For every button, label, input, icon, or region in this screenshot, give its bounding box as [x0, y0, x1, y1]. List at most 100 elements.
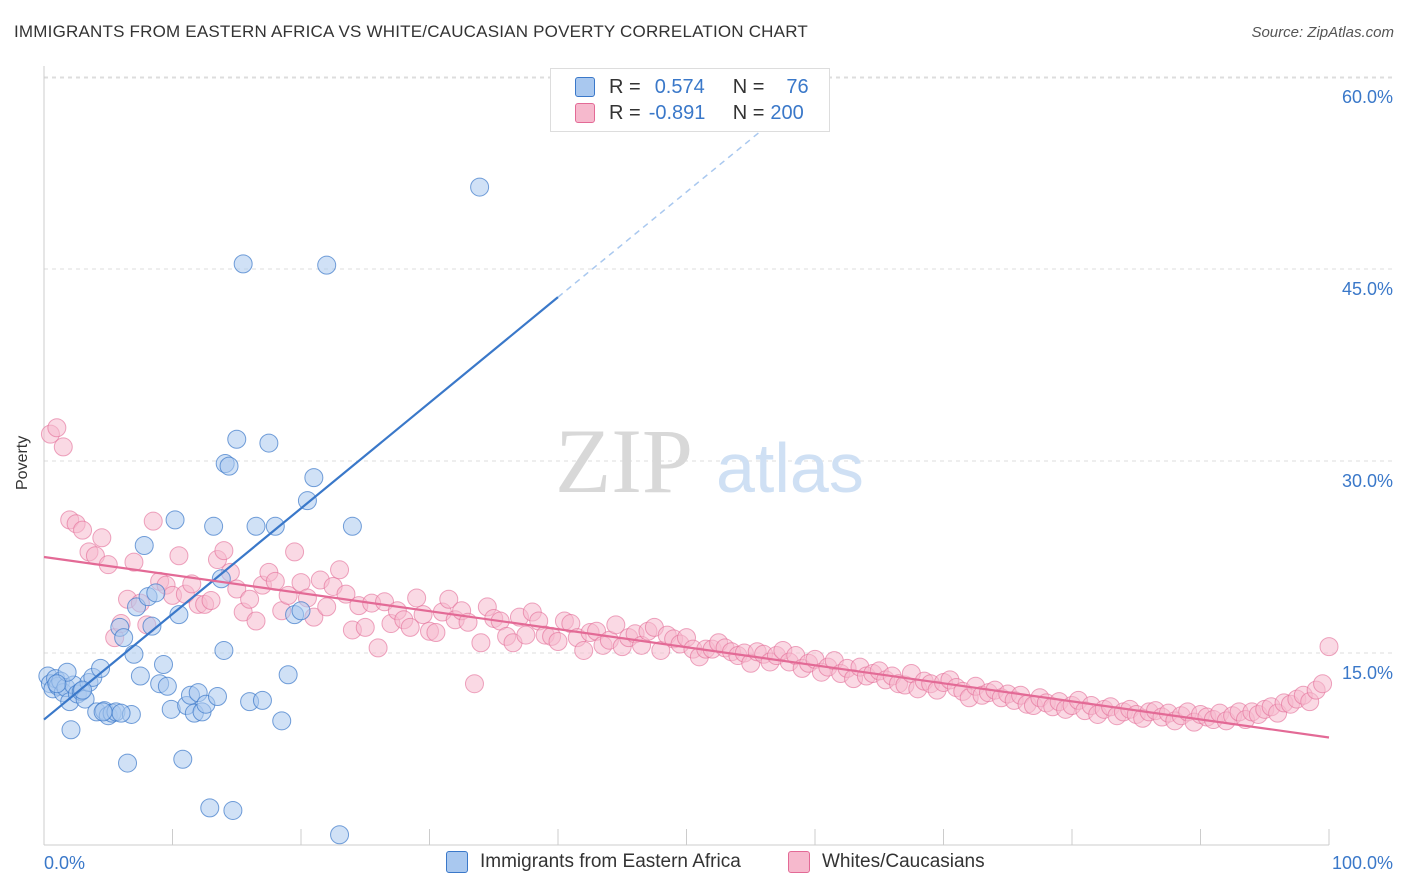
- blue-point: [317, 255, 337, 275]
- pink-point: [201, 591, 221, 611]
- blue-point: [134, 535, 154, 555]
- pink-point: [53, 437, 73, 457]
- legend-item-whites: Whites/Caucasians: [788, 851, 985, 873]
- watermark-atlas: atlas: [716, 429, 864, 507]
- pink-point: [516, 625, 536, 645]
- pink-point: [214, 541, 234, 561]
- blue-point: [259, 433, 279, 453]
- legend-swatch-pink: [788, 851, 810, 873]
- blue-series: [38, 177, 490, 845]
- legend-swatch-pink: [575, 103, 595, 123]
- pink-point: [464, 674, 484, 694]
- legend-n-value: 200: [770, 101, 804, 124]
- legend-n-label: N =: [732, 101, 765, 124]
- legend-label-eastern-africa: Immigrants from Eastern Africa: [480, 851, 741, 872]
- pink-point: [240, 589, 260, 609]
- y-tick-label: 60.0%: [1342, 87, 1393, 107]
- blue-point: [114, 628, 134, 648]
- blue-point: [272, 711, 292, 731]
- watermark: ZIP atlas: [555, 410, 864, 512]
- blue-point: [47, 674, 67, 694]
- legend-row-blue: R = 0.574 N = 76: [575, 75, 809, 99]
- pink-point: [355, 617, 375, 637]
- blue-trendline: [43, 296, 559, 721]
- legend-item-eastern-africa: Immigrants from Eastern Africa: [446, 851, 741, 873]
- chart-title: IMMIGRANTS FROM EASTERN AFRICA VS WHITE/…: [14, 22, 808, 41]
- blue-point: [297, 491, 317, 511]
- pink-point: [246, 611, 266, 631]
- blue-point: [470, 177, 490, 197]
- source-label: Source: ZipAtlas.com: [1251, 24, 1394, 41]
- blue-point: [111, 703, 131, 723]
- pink-trendline: [43, 555, 1330, 739]
- pink-point: [1319, 637, 1339, 657]
- x-tick-label-end: 100.0%: [1332, 853, 1393, 873]
- legend-label-whites: Whites/Caucasians: [822, 851, 985, 872]
- pink-point: [574, 640, 594, 660]
- blue-point: [214, 640, 234, 660]
- blue-trendline-extension: [557, 107, 790, 298]
- series-legend: Immigrants from Eastern Africa Whites/Ca…: [0, 851, 1406, 879]
- x-tick-label-start: 0.0%: [44, 853, 85, 873]
- pink-point: [426, 623, 446, 643]
- pink-point: [471, 633, 491, 653]
- blue-point: [165, 510, 185, 530]
- pink-point: [606, 615, 626, 635]
- pink-point: [368, 638, 388, 658]
- blue-point: [130, 666, 150, 686]
- blue-point: [278, 665, 298, 685]
- blue-point: [169, 605, 189, 625]
- blue-point: [219, 456, 239, 476]
- legend-r-value: -0.891: [648, 101, 706, 124]
- legend-n-value: 76: [786, 75, 809, 98]
- blue-point: [124, 644, 144, 664]
- blue-point: [154, 655, 174, 675]
- pink-point: [407, 588, 427, 608]
- blue-point: [330, 825, 350, 845]
- blue-point: [93, 702, 113, 722]
- blue-point: [173, 749, 193, 769]
- pink-point: [124, 552, 144, 572]
- blue-point: [204, 516, 224, 536]
- blue-point: [227, 429, 247, 449]
- blue-point: [146, 583, 166, 603]
- tick-labels: 15.0% 30.0% 45.0% 60.0% 0.0% 100.0%: [44, 87, 1393, 873]
- blue-point: [246, 516, 266, 536]
- blue-point: [265, 516, 285, 536]
- blue-point: [91, 658, 111, 678]
- watermark-zip: ZIP: [555, 410, 693, 512]
- pink-point: [400, 617, 420, 637]
- trendlines: [43, 107, 1330, 739]
- legend-n-label: N =: [732, 75, 765, 98]
- blue-point: [207, 687, 227, 707]
- axes: [43, 66, 1330, 846]
- legend-r-value: 0.574: [654, 75, 705, 98]
- pink-point: [169, 546, 189, 566]
- pink-point: [285, 542, 305, 562]
- y-tick-label: 15.0%: [1342, 663, 1393, 683]
- pink-series: [40, 418, 1339, 732]
- blue-point: [157, 676, 177, 696]
- legend-row-pink: R = -0.891 N = 200: [575, 101, 804, 125]
- blue-point: [223, 800, 243, 820]
- pink-point: [92, 528, 112, 548]
- blue-point: [200, 798, 220, 818]
- blue-point: [118, 753, 138, 773]
- blue-point: [304, 468, 324, 488]
- grid: [44, 76, 1395, 654]
- legend-swatch-blue: [575, 77, 595, 97]
- pink-point: [548, 631, 568, 651]
- pink-point: [73, 520, 93, 540]
- pink-point: [330, 560, 350, 580]
- legend-swatch-blue: [446, 851, 468, 873]
- pink-point: [317, 597, 337, 617]
- y-tick-label: 45.0%: [1342, 279, 1393, 299]
- pink-point: [143, 511, 163, 531]
- stats-legend: R = 0.574 N = 76 R = -0.891 N = 200: [550, 68, 830, 132]
- y-tick-label: 30.0%: [1342, 471, 1393, 491]
- blue-point: [252, 690, 272, 710]
- blue-point: [291, 601, 311, 621]
- pink-point: [47, 418, 67, 438]
- blue-point: [233, 254, 253, 274]
